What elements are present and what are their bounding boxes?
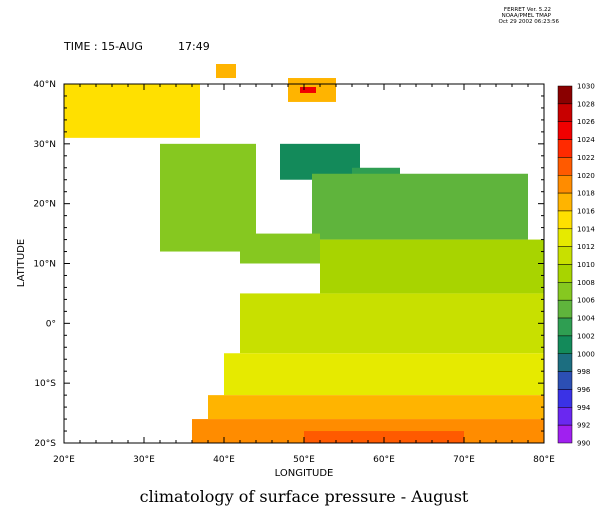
heatmap-cell-12 [208,395,544,419]
colorbar-label: 1010 [577,261,595,269]
colorbar-label: 1002 [577,332,595,340]
colorbar-swatch [558,425,572,443]
colorbar-swatch [558,86,572,104]
colorbar-label: 994 [577,404,591,412]
x-tick-label: 60°E [373,455,395,465]
colorbar-label: 996 [577,386,591,394]
y-tick-label: 0° [46,319,56,329]
heatmap-cells [64,64,544,443]
colorbar-swatch [558,229,572,247]
colorbar-label: 1022 [577,154,595,162]
colorbar-label: 1000 [577,350,595,358]
heatmap-cell-0 [64,84,200,138]
colorbar-label: 1016 [577,207,595,215]
ferret-date: Oct 29 2002 06:23:56 [499,19,560,25]
colorbar-swatch [558,300,572,318]
colorbar-swatch [558,157,572,175]
heatmap-cell-7 [312,174,528,240]
colorbar-label: 1012 [577,243,595,251]
heatmap-cell-8 [240,234,320,264]
y-tick-label: 20°N [33,200,56,210]
y-tick-label: 30°N [33,140,56,150]
y-tick-label: 20°S [34,439,56,449]
colorbar-swatch [558,372,572,390]
time-value: 17:49 [178,40,210,53]
x-tick-label: 50°E [293,455,315,465]
colorbar-label: 998 [577,368,590,376]
x-tick-label: 70°E [453,455,475,465]
colorbar-swatch [558,265,572,283]
colorbar-label: 1024 [577,136,595,144]
colorbar-swatch [558,336,572,354]
colorbar-swatch [558,140,572,158]
colorbar-label: 1018 [577,190,595,198]
colorbar-swatch [558,282,572,300]
heatmap-cell-3 [300,87,316,93]
colorbar-swatch [558,354,572,372]
x-tick-label: 20°E [53,455,75,465]
colorbar-swatch [558,318,572,336]
y-tick-label: 10°S [34,379,56,389]
colorbar-swatch [558,389,572,407]
colorbar: 1030 1028 1026 1024 1022 1020 1018 1016 1014 1012… [558,83,595,448]
x-tick-label: 40°E [213,455,235,465]
heatmap-cell-9 [320,240,544,294]
chart-title: climatology of surface pressure - August [140,487,469,506]
colorbar-swatch [558,193,572,211]
colorbar-label: 992 [577,422,590,430]
colorbar-swatch [558,122,572,140]
time-label: TIME : 15-AUG [63,40,143,53]
heatmap-cell-10 [240,293,544,353]
colorbar-swatch [558,247,572,265]
y-tick-label: 10°N [33,260,56,270]
x-axis-label: LONGITUDE [275,468,334,479]
colorbar-label: 1026 [577,118,595,126]
x-tick-label: 80°E [533,455,555,465]
heatmap-cell-11 [224,353,544,395]
heatmap-cell-1 [216,64,236,78]
colorbar-label: 1020 [577,172,595,180]
colorbar-swatch [558,211,572,229]
colorbar-label: 1028 [577,100,595,108]
y-tick-label: 40°N [33,80,56,90]
colorbar-swatch [558,104,572,122]
colorbar-label: 1014 [577,225,595,233]
colorbar-label: 1004 [577,315,595,323]
colorbar-label: 1006 [577,297,595,305]
x-tick-label: 30°E [133,455,155,465]
colorbar-label: 1030 [577,83,595,91]
colorbar-label: 990 [577,440,590,448]
colorbar-swatch [558,175,572,193]
colorbar-swatch [558,407,572,425]
colorbar-label: 1008 [577,279,595,287]
y-axis-label: LATITUDE [16,239,27,287]
